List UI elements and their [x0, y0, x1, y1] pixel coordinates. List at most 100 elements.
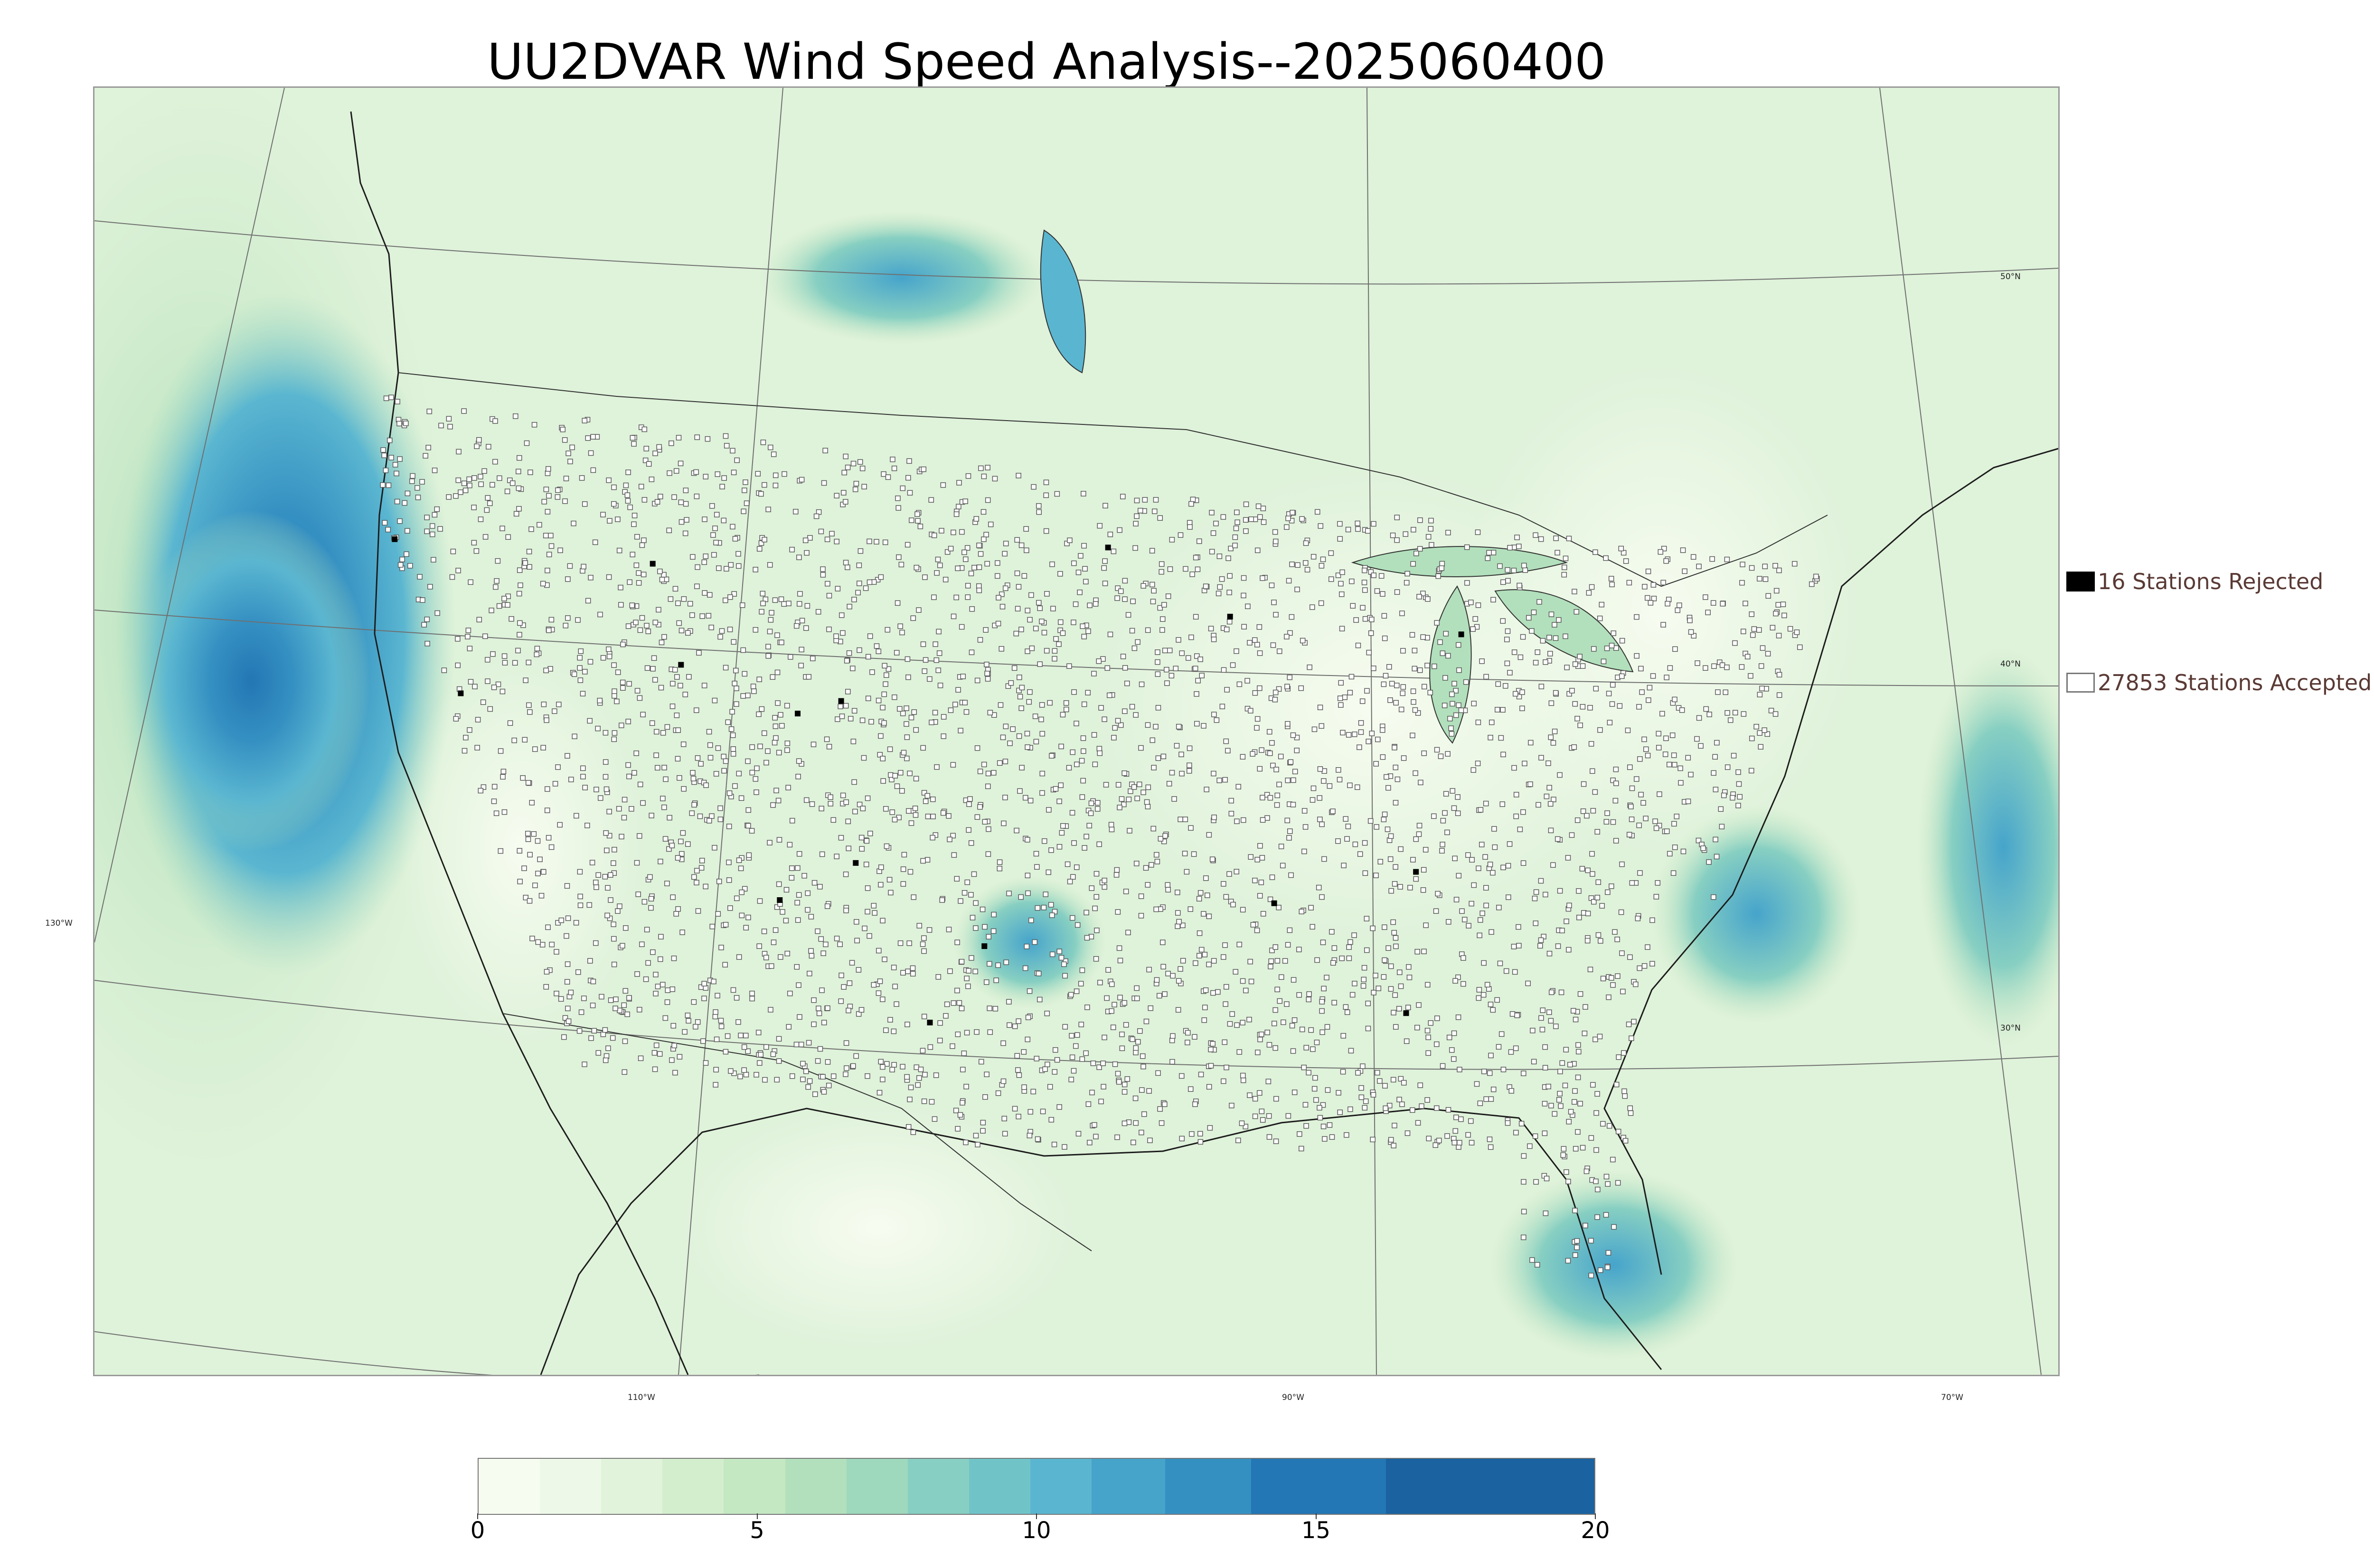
station-marker [1724, 664, 1730, 670]
station-marker [825, 1005, 830, 1011]
station-marker [1705, 610, 1711, 615]
station-marker [1397, 884, 1403, 890]
station-marker [1592, 1036, 1598, 1042]
station-marker [1551, 797, 1556, 802]
station-marker [1127, 828, 1132, 834]
station-marker [754, 765, 760, 771]
station-marker [937, 563, 943, 568]
station-marker [586, 902, 593, 908]
station-marker [1558, 1103, 1564, 1109]
station-marker [516, 485, 522, 491]
station-marker [1080, 735, 1086, 741]
lon-label-90w: 90°W [1282, 1393, 1304, 1402]
station-marker [713, 771, 719, 777]
station-marker [1134, 985, 1140, 991]
station-marker [1380, 591, 1385, 597]
station-marker [417, 574, 423, 580]
station-marker [1018, 627, 1024, 632]
station-marker [1417, 1082, 1423, 1088]
station-marker [773, 788, 779, 793]
station-marker [1358, 729, 1364, 735]
station-marker [1382, 1083, 1388, 1089]
station-marker [1094, 928, 1100, 933]
station-marker [1141, 1111, 1147, 1117]
station-marker [1062, 1024, 1068, 1030]
station-marker [543, 667, 549, 674]
station-marker [1547, 651, 1553, 657]
station-marker [474, 745, 480, 751]
station-marker [1776, 672, 1782, 678]
rejected-station-marker [1227, 613, 1233, 620]
station-marker [1102, 884, 1108, 890]
station-marker [1505, 567, 1510, 573]
station-marker [978, 551, 984, 557]
station-marker [1278, 844, 1284, 849]
station-marker [979, 1059, 984, 1065]
station-marker [1680, 848, 1686, 854]
station-marker [1380, 754, 1386, 760]
station-marker [611, 961, 617, 967]
station-marker [678, 628, 685, 633]
station-marker [1751, 626, 1757, 632]
station-marker [1635, 915, 1641, 921]
station-marker [969, 606, 975, 612]
station-marker [1272, 1007, 1278, 1013]
station-marker [1039, 770, 1046, 777]
station-marker [1656, 745, 1662, 751]
station-marker [1324, 1024, 1330, 1030]
station-marker [1550, 740, 1556, 746]
station-marker [1132, 545, 1138, 551]
station-marker [695, 1019, 701, 1025]
station-marker [987, 710, 993, 715]
station-marker [465, 628, 471, 633]
station-marker [1557, 888, 1563, 894]
station-marker [518, 582, 523, 588]
rejected-station-marker [1458, 631, 1464, 638]
station-marker [611, 736, 617, 742]
station-marker [631, 513, 638, 518]
station-marker [756, 546, 763, 552]
station-marker [1010, 726, 1016, 732]
station-marker [1412, 666, 1418, 672]
station-marker [865, 695, 871, 701]
station-marker [834, 854, 839, 859]
station-marker [415, 495, 421, 500]
station-marker [986, 826, 991, 832]
station-marker [1087, 1140, 1093, 1145]
station-marker [950, 1043, 955, 1049]
station-marker [1155, 671, 1161, 677]
station-marker [608, 997, 614, 1003]
station-marker [864, 838, 870, 844]
station-marker [762, 730, 767, 736]
station-marker [423, 453, 428, 459]
station-marker [552, 708, 557, 714]
station-marker [1445, 751, 1451, 757]
station-marker [1637, 965, 1642, 971]
station-marker [847, 603, 852, 610]
station-marker [531, 422, 537, 428]
station-marker [1260, 575, 1265, 581]
station-marker [455, 636, 461, 642]
station-marker [707, 592, 713, 598]
station-marker [1023, 795, 1028, 801]
station-marker [1016, 687, 1022, 694]
station-marker [976, 587, 982, 593]
station-marker [927, 1044, 933, 1050]
station-marker [960, 674, 966, 679]
station-marker [1206, 913, 1212, 920]
caribbean-wind-area [1490, 1170, 1737, 1360]
station-marker [474, 443, 480, 449]
station-marker [1071, 1068, 1077, 1074]
station-marker [1358, 1085, 1364, 1091]
station-marker [1223, 894, 1229, 900]
station-marker [1621, 1088, 1627, 1094]
station-marker [695, 755, 701, 761]
station-marker [948, 545, 954, 552]
station-marker [381, 452, 387, 459]
station-marker [914, 511, 920, 517]
station-marker [997, 859, 1003, 865]
station-marker [872, 910, 877, 916]
station-marker [992, 1006, 999, 1012]
station-marker [1193, 614, 1199, 620]
station-marker [1209, 856, 1215, 862]
